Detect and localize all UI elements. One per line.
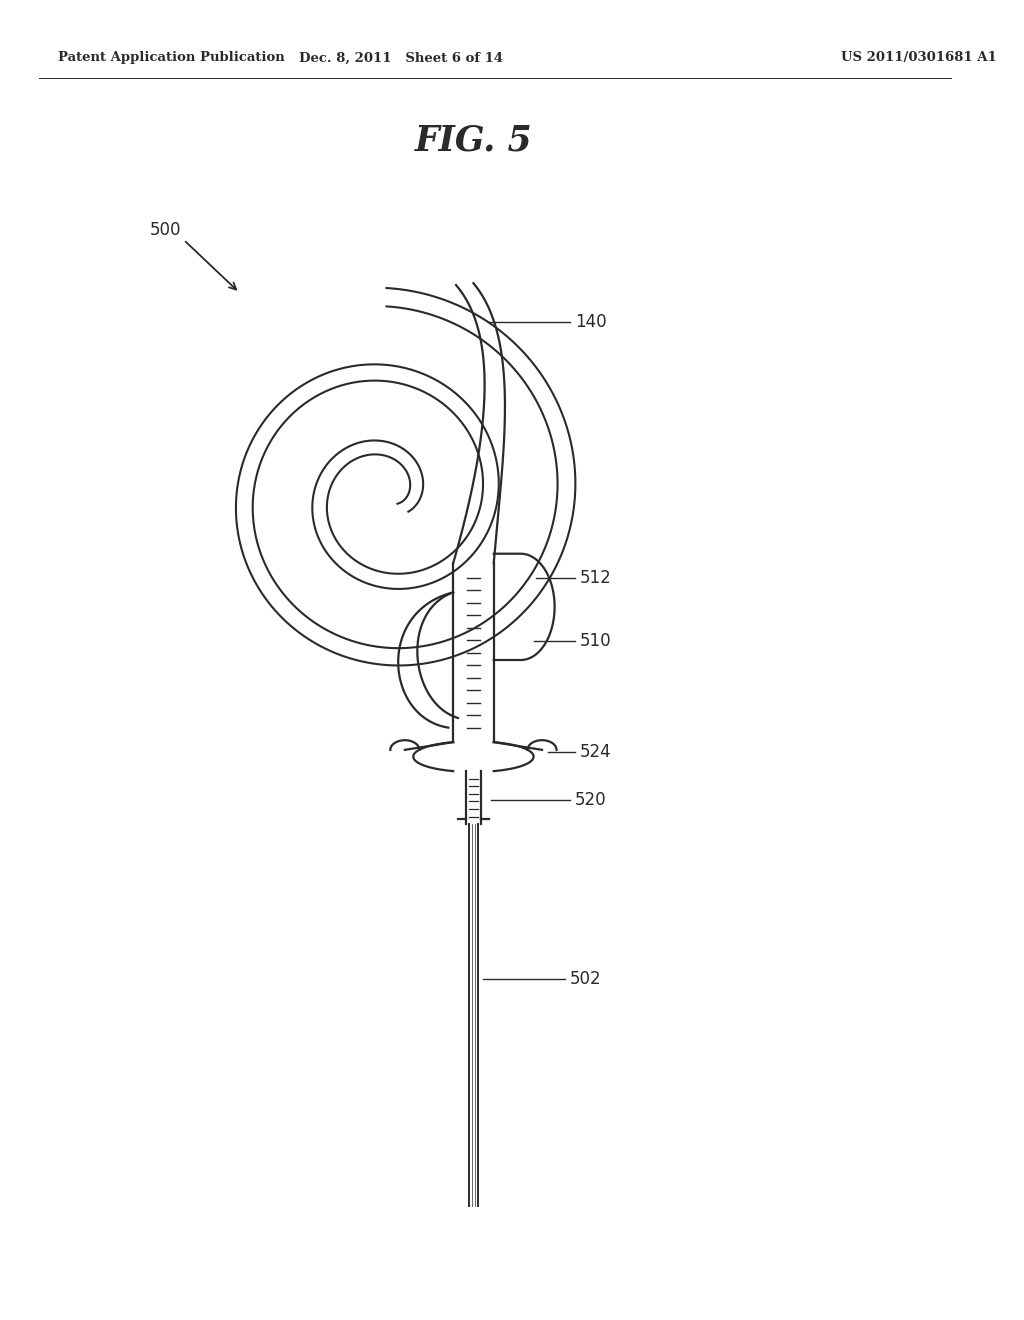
Text: 510: 510 xyxy=(580,632,611,649)
Text: 500: 500 xyxy=(150,220,181,239)
Text: 512: 512 xyxy=(580,569,611,587)
Text: Patent Application Publication: Patent Application Publication xyxy=(58,51,285,65)
Text: 524: 524 xyxy=(580,743,611,760)
Text: FIG. 5: FIG. 5 xyxy=(415,124,532,158)
Text: 502: 502 xyxy=(570,970,602,987)
Text: 140: 140 xyxy=(574,313,606,331)
Text: Dec. 8, 2011   Sheet 6 of 14: Dec. 8, 2011 Sheet 6 of 14 xyxy=(299,51,503,65)
Text: US 2011/0301681 A1: US 2011/0301681 A1 xyxy=(841,51,996,65)
Text: 520: 520 xyxy=(574,791,606,809)
